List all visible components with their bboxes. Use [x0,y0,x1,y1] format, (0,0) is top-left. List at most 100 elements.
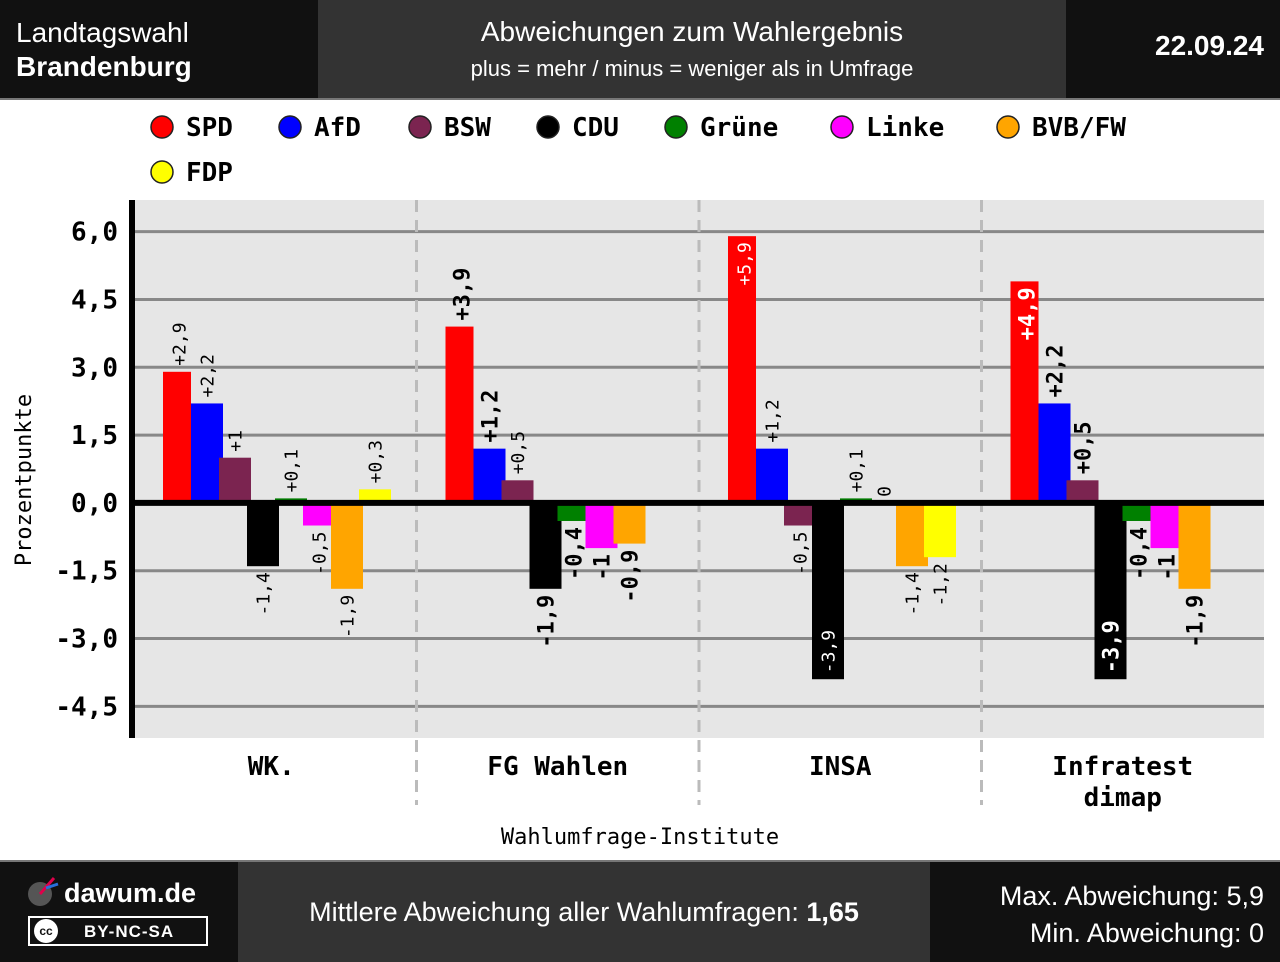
bar-label-0-1: +2,2 [197,354,218,397]
y-tick-label-0: 6,0 [71,218,118,248]
creative-commons-icon: cc [34,919,58,943]
bar-label-1-5: -1 [590,554,615,581]
x-category-label-0: WK. [248,752,295,782]
legend-label-3: CDU [572,113,619,143]
footer: dawum.de cc BY-NC-SA Mittlere Abweichung… [0,860,1280,962]
mean-deviation: Mittlere Abweichung aller Wahlumfragen: … [238,862,930,962]
y-tick-label-7: -4,5 [55,692,118,722]
x-axis-title: Wahlumfrage-Institute [501,825,779,850]
bar-2-6 [896,502,928,567]
legend-swatch-5 [830,115,854,139]
bar-0-6 [331,502,363,589]
bar-label-0-6: -1,9 [337,595,358,638]
bar-3-5 [1150,502,1183,549]
bar-3-4 [1122,502,1155,521]
mean-deviation-value: 1,65 [806,897,859,927]
header-title: Landtagswahl Brandenburg [16,16,192,84]
bar-3-6 [1178,502,1211,589]
bar-label-1-2: +0,5 [508,431,529,474]
bar-1-3 [529,502,562,589]
bar-label-0-3: -1,4 [253,572,274,615]
header: Landtagswahl Brandenburg Abweichungen zu… [0,0,1280,100]
bar-label-3-4: -0,4 [1127,527,1152,580]
bar-1-1 [473,448,506,503]
x-category-label-3: Infratest [1052,752,1193,782]
bar-0-0 [163,371,191,503]
bar-label-2-1: +1,2 [762,399,783,442]
title-line-1: Landtagswahl [16,17,189,48]
bar-label-2-3: -3,9 [818,630,839,673]
y-tick-label-2: 3,0 [71,353,118,383]
bar-2-7 [924,502,956,558]
legend-label-0: SPD [186,113,233,143]
legend-label-4: Grüne [700,113,778,143]
bar-label-2-0: +5,9 [734,242,755,285]
bar-label-3-5: -1 [1155,554,1180,581]
bar-3-3 [1094,502,1127,680]
bar-3-0 [1010,281,1039,503]
title-line-2: Brandenburg [16,51,192,82]
bar-chart: SPD AfD BSW CDU Grüne Linke BVB/FW FDP 6,0 4,5 3,0… [12,113,1264,850]
legend-label-6: BVB/FW [1032,113,1126,143]
deviation-extremes: Max. Abweichung: 5,9 Min. Abweichung: 0 [1000,878,1264,952]
dawum-logo-icon [28,877,59,906]
min-deviation: Min. Abweichung: 0 [1029,918,1264,948]
x-category-label-1: FG Wahlen [487,752,628,782]
bar-label-3-6: -1,9 [1183,595,1208,648]
license-badge[interactable]: cc BY-NC-SA [28,916,208,946]
bar-2-3 [812,502,844,680]
bar-label-1-0: +3,9 [450,268,475,321]
legend-swatch-4 [664,115,688,139]
bar-1-5 [585,502,618,549]
legend-swatch-6 [996,115,1020,139]
mean-deviation-label: Mittlere Abweichung aller Wahlumfragen: [309,897,799,927]
bar-label-2-5: 0 [874,486,895,497]
legend-label-1: AfD [314,113,361,143]
bar-2-2 [784,502,816,526]
y-tick-label-4: 0,0 [71,489,118,519]
legend-label-5: Linke [866,113,944,143]
bar-0-1 [191,403,223,503]
bar-label-2-2: -0,5 [790,532,811,575]
legend-swatch-1 [278,115,302,139]
header-chart-title-box: Abweichungen zum Wahlergebnis plus = meh… [318,0,1066,98]
bar-1-0 [445,326,474,503]
legend-label-2: BSW [444,113,491,143]
bar-1-6 [613,502,646,544]
chart-subtitle: plus = mehr / minus = weniger als in Umf… [470,56,914,81]
footer-brand: dawum.de cc BY-NC-SA [0,862,238,962]
x-category-label-3-1: dimap [1084,783,1162,813]
bar-label-2-6: -1,4 [902,572,923,615]
legend-swatch-2 [408,115,432,139]
bar-label-1-6: -0,9 [618,550,643,603]
bar-label-1-3: -1,9 [534,595,559,648]
bar-1-2 [501,480,534,503]
y-tick-label-1: 4,5 [71,285,118,315]
y-tick-label-5: -1,5 [55,557,118,587]
legend-swatch-3 [536,115,560,139]
bar-3-1 [1038,403,1071,503]
bar-label-0-0: +2,9 [169,322,190,365]
legend-label-7: FDP [186,158,233,188]
bar-3-2 [1066,480,1099,503]
x-category-label-2: INSA [809,752,872,782]
y-axis-title: Prozentpunkte [12,394,37,566]
bar-label-1-1: +1,2 [478,390,503,443]
bar-2-0 [728,236,756,503]
bar-2-1 [756,448,788,503]
bar-0-5 [303,502,335,526]
bar-label-0-2: +1 [225,430,246,452]
election-date: 22.09.24 [1155,30,1264,61]
bar-1-4 [557,502,590,521]
bar-0-2 [219,457,251,503]
bar-label-1-4: -0,4 [562,527,587,580]
bar-label-3-0: +4,9 [1015,287,1040,340]
y-tick-label-6: -3,0 [55,625,118,655]
site-name[interactable]: dawum.de [64,878,197,908]
bar-label-3-2: +0,5 [1071,421,1096,474]
bar-label-0-5: -0,5 [309,532,330,575]
y-tick-label-3: 1,5 [71,421,118,451]
bar-label-2-4: +0,1 [846,449,867,492]
license-text: BY-NC-SA [84,922,175,941]
max-deviation: Max. Abweichung: 5,9 [999,881,1264,911]
